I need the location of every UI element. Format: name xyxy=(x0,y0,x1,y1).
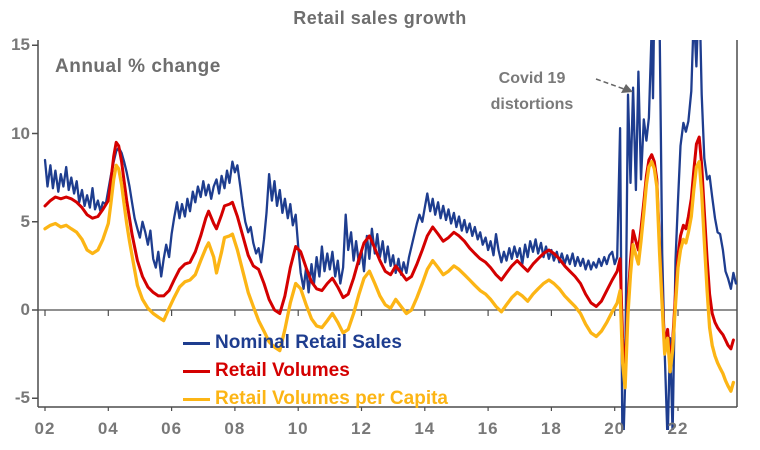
retail-volumes-per-capita-label: Retail Volumes per Capita xyxy=(215,388,448,409)
x-tick-label-08: 08 xyxy=(224,419,246,438)
x-tick-label-14: 14 xyxy=(414,419,436,438)
x-tick-label-16: 16 xyxy=(477,419,499,438)
legend: Nominal Retail Sales Retail Volumes Reta… xyxy=(183,329,448,413)
y-tick-label-5: 5 xyxy=(20,211,30,231)
y-tick-label--5: -5 xyxy=(14,388,30,408)
x-tick-label-20: 20 xyxy=(604,419,626,438)
retail-volumes-label: Retail Volumes xyxy=(215,360,350,381)
legend-item-retail-volumes-per-capita: Retail Volumes per Capita xyxy=(183,385,448,413)
x-tick-label-02: 02 xyxy=(34,419,56,438)
legend-item-retail-volumes: Retail Volumes xyxy=(183,357,448,385)
x-tick-label-12: 12 xyxy=(351,419,372,438)
y-axis-unit-label: Annual % change xyxy=(55,56,221,77)
nominal-retail-sales-line xyxy=(43,40,737,430)
x-tick-label-22: 22 xyxy=(667,419,689,438)
chart-title: Retail sales growth xyxy=(293,8,467,28)
retail-volumes-per-capita-swatch xyxy=(183,397,210,401)
retail-volumes-per-capita-line xyxy=(43,160,736,393)
x-tick-label-04: 04 xyxy=(97,419,119,438)
x-tick-label-06: 06 xyxy=(161,419,183,438)
annotation-arrow-shaft xyxy=(595,78,625,90)
y-tick-label-15: 15 xyxy=(11,35,30,55)
nominal-retail-sales-swatch xyxy=(183,341,210,345)
y-tick-label-0: 0 xyxy=(20,300,30,319)
legend-item-nominal-retail-sales: Nominal Retail Sales xyxy=(183,329,448,357)
x-tick-label-18: 18 xyxy=(540,419,562,438)
covid-annotation-line2: distortions xyxy=(490,96,574,113)
y-tick-label-10: 10 xyxy=(11,123,30,143)
retail-volumes-swatch xyxy=(183,369,210,373)
annotation-arrow-head xyxy=(621,84,633,93)
nominal-retail-sales-label: Nominal Retail Sales xyxy=(215,332,402,353)
covid-annotation-line1: Covid 19 xyxy=(498,70,566,87)
covid-annotation: Covid 19 distortions xyxy=(452,66,612,118)
x-tick-label-10: 10 xyxy=(287,419,309,438)
